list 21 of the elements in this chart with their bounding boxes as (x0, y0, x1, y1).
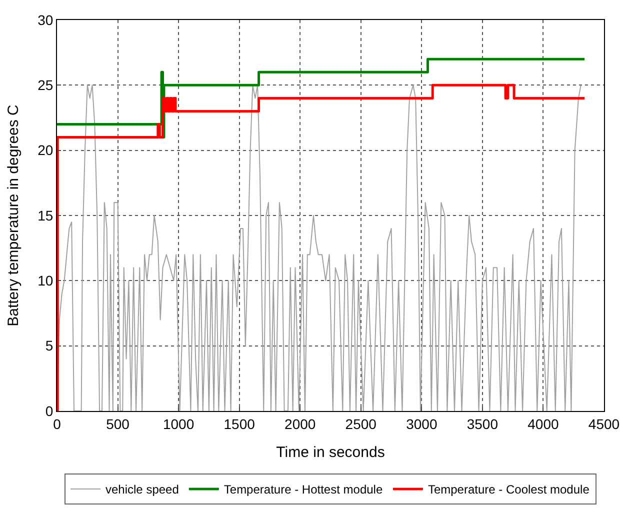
y-tick-label: 0 (45, 402, 54, 419)
y-tick-label: 20 (38, 142, 54, 158)
y-tick-label: 5 (45, 338, 54, 354)
legend-label: Temperature - Coolest module (428, 482, 590, 497)
x-tick-label: 1000 (162, 416, 194, 432)
y-tick-label: 10 (38, 272, 54, 289)
legend-label: vehicle speed (106, 482, 179, 497)
x-tick-label: 500 (106, 416, 130, 432)
x-tick-label: 4000 (528, 416, 559, 432)
x-tick-label: 2000 (284, 416, 316, 432)
x-axis-title: Time in seconds (276, 444, 385, 461)
legend-label: Temperature - Hottest module (224, 482, 383, 497)
y-tick-label: 15 (38, 207, 54, 224)
y-axis-title: Battery temperature in degrees C (4, 104, 22, 326)
x-tick-label: 2500 (345, 416, 377, 432)
y-tick-label: 25 (38, 77, 54, 94)
y-tick-label: 30 (38, 12, 54, 28)
x-tick-label: 3000 (406, 416, 438, 432)
x-tick-label: 1500 (224, 416, 256, 432)
x-tick-label: 4500 (588, 416, 620, 432)
x-tick-label: 3500 (466, 416, 498, 432)
